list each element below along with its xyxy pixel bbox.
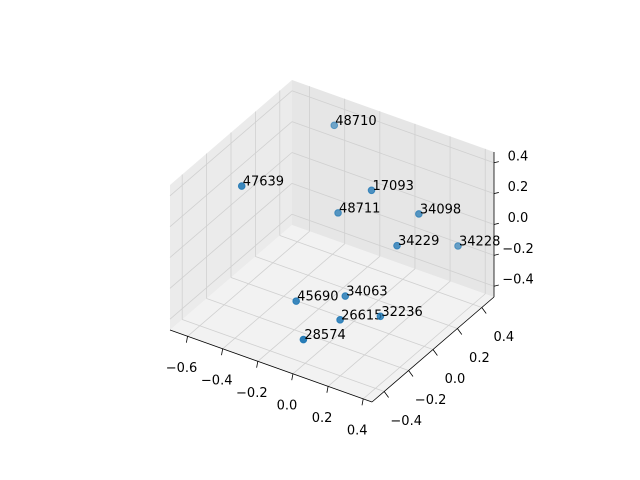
y-tick-label: 0.4: [493, 330, 514, 345]
grid-line: [182, 319, 385, 392]
point: [334, 209, 342, 217]
point: [237, 182, 246, 190]
point-label: 34229: [398, 234, 439, 249]
z-tick-label: 0.0: [508, 211, 529, 226]
x-tick-label: −0.2: [236, 386, 268, 401]
grid-line: [169, 121, 293, 227]
grid-line: [255, 256, 458, 329]
tick-mark: [256, 361, 259, 368]
tick-mark: [408, 370, 414, 377]
point: [336, 316, 344, 324]
tick-mark: [493, 161, 499, 164]
point-label: 17093: [373, 179, 414, 194]
tick-mark: [361, 398, 364, 406]
point: [330, 121, 339, 130]
tick-mark: [493, 284, 499, 287]
point-label: 34228: [459, 234, 500, 249]
y-tick-label: 0.0: [445, 372, 466, 387]
grid-line: [291, 213, 495, 287]
tick-mark: [493, 192, 499, 195]
grid-line: [291, 152, 495, 225]
tick-mark: [291, 373, 294, 381]
tick-mark: [221, 348, 224, 356]
grid-line: [169, 90, 293, 197]
point-label: 48711: [339, 201, 380, 216]
x-tick-label: −0.6: [166, 361, 198, 376]
y-tick-label: −0.4: [390, 414, 422, 429]
grid-line: [291, 90, 495, 164]
z-tick-label: 0.2: [508, 180, 529, 195]
point: [376, 312, 385, 321]
point: [341, 292, 350, 300]
x-tick-label: −0.4: [201, 373, 233, 388]
point-label: 45690: [297, 290, 338, 305]
point-label: 26615: [341, 308, 382, 323]
tick-mark: [432, 349, 438, 356]
point-label: 34098: [420, 202, 461, 217]
tick-mark: [185, 336, 188, 343]
point-label: 47639: [243, 175, 284, 190]
point: [367, 186, 376, 195]
x-tick-label: 0.4: [347, 423, 368, 438]
point: [454, 242, 462, 250]
tick-mark: [457, 328, 463, 335]
grid-line: [169, 183, 293, 289]
grid-line: [169, 213, 293, 320]
point: [393, 241, 401, 250]
point-label: 32236: [381, 305, 422, 320]
grid-line: [206, 298, 409, 371]
y-tick-label: 0.2: [469, 351, 490, 366]
point-label: 34063: [346, 285, 387, 300]
grid-line: [291, 121, 495, 195]
z-tick-label: 0.4: [508, 149, 529, 164]
y-axis-line: [371, 296, 495, 403]
tick-mark: [383, 391, 389, 398]
point: [415, 210, 423, 218]
y-tick-label: −0.2: [415, 393, 447, 408]
tick-mark: [326, 386, 329, 393]
tick-mark: [493, 222, 499, 225]
point: [292, 297, 300, 305]
grid-line: [279, 235, 482, 308]
z-tick-label: −0.2: [502, 242, 534, 257]
grid-line: [169, 152, 293, 258]
x-tick-label: 0.0: [277, 398, 298, 413]
x-tick-label: 0.2: [312, 411, 333, 426]
z-tick-label: −0.4: [502, 273, 534, 288]
tick-mark: [493, 253, 499, 256]
grid-line: [230, 277, 434, 350]
point-label: 48710: [335, 114, 376, 129]
tick-mark: [481, 307, 487, 314]
point: [299, 335, 308, 344]
point-label: 28574: [304, 328, 345, 343]
x-axis-line: [169, 329, 373, 403]
